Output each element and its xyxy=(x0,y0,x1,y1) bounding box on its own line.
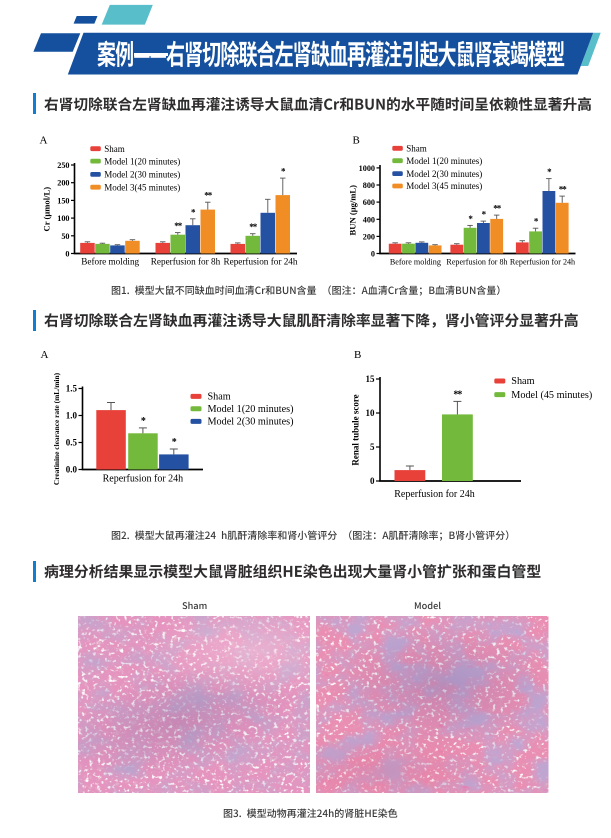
svg-text:Model 2(30 minutes): Model 2(30 minutes) xyxy=(104,170,180,180)
svg-text:*: * xyxy=(172,437,177,448)
svg-text:Before molding: Before molding xyxy=(390,258,441,267)
svg-text:**: ** xyxy=(559,185,568,195)
svg-text:*: * xyxy=(468,214,473,224)
svg-text:*: * xyxy=(281,167,286,177)
svg-text:*: * xyxy=(191,207,196,217)
svg-text:Model 3(45 minutes): Model 3(45 minutes) xyxy=(104,182,180,192)
svg-text:Model 2(30 minutes): Model 2(30 minutes) xyxy=(208,417,294,428)
svg-text:800: 800 xyxy=(363,181,375,190)
svg-text:600: 600 xyxy=(363,198,375,207)
svg-text:Cr (μmol/L): Cr (μmol/L) xyxy=(42,187,52,232)
svg-text:Reperfusion for 8h: Reperfusion for 8h xyxy=(446,258,507,267)
svg-text:Model 2(30 minutes): Model 2(30 minutes) xyxy=(406,169,482,179)
svg-text:Model 1(20 minutes): Model 1(20 minutes) xyxy=(104,156,180,166)
svg-text:200: 200 xyxy=(363,232,375,241)
svg-text:Creatinine clearance rate (mL/: Creatinine clearance rate (mL/min) xyxy=(52,372,61,485)
svg-text:B: B xyxy=(353,135,360,147)
svg-text:10: 10 xyxy=(366,408,376,418)
svg-text:0.0: 0.0 xyxy=(66,465,78,475)
svg-text:Sham: Sham xyxy=(406,144,427,154)
svg-text:Sham: Sham xyxy=(104,144,125,154)
svg-text:1.0: 1.0 xyxy=(66,411,78,421)
svg-text:Reperfusion for 24h: Reperfusion for 24h xyxy=(394,489,475,500)
svg-text:Reperfusion for 24h: Reperfusion for 24h xyxy=(224,257,298,267)
svg-text:Sham: Sham xyxy=(511,376,534,387)
svg-text:*: * xyxy=(141,416,146,427)
svg-text:Model (45 minutes): Model (45 minutes) xyxy=(511,390,592,401)
svg-text:**: ** xyxy=(174,221,183,231)
svg-text:**: ** xyxy=(249,222,258,232)
svg-text:1000: 1000 xyxy=(359,164,375,173)
svg-text:1.5: 1.5 xyxy=(66,384,78,394)
svg-text:0: 0 xyxy=(371,250,375,259)
svg-text:*: * xyxy=(482,210,487,220)
svg-text:250: 250 xyxy=(57,161,69,170)
svg-text:Renal tubule score: Renal tubule score xyxy=(351,394,361,465)
svg-text:150: 150 xyxy=(57,196,69,205)
svg-text:15: 15 xyxy=(366,374,376,384)
svg-text:200: 200 xyxy=(57,179,69,188)
svg-text:**: ** xyxy=(204,191,213,201)
svg-text:50: 50 xyxy=(61,232,69,241)
svg-text:400: 400 xyxy=(363,215,375,224)
svg-text:BUN (μg/mL): BUN (μg/mL) xyxy=(347,185,357,236)
svg-text:0.5: 0.5 xyxy=(66,438,78,448)
svg-text:Reperfusion for 24h: Reperfusion for 24h xyxy=(103,474,184,485)
svg-text:5: 5 xyxy=(370,442,375,452)
svg-text:*: * xyxy=(534,217,539,227)
svg-text:Reperfusion for 24h: Reperfusion for 24h xyxy=(510,258,575,267)
svg-text:Reperfusion for 8h: Reperfusion for 8h xyxy=(151,257,221,267)
svg-text:Model 1(20 minutes): Model 1(20 minutes) xyxy=(208,404,294,415)
svg-text:Before molding: Before molding xyxy=(81,257,139,267)
svg-text:B: B xyxy=(354,349,361,361)
svg-text:Model 3(45 minutes): Model 3(45 minutes) xyxy=(406,181,482,191)
svg-text:A: A xyxy=(40,135,48,147)
svg-text:A: A xyxy=(41,349,49,361)
svg-text:Sham: Sham xyxy=(208,392,231,403)
svg-text:**: ** xyxy=(493,204,502,214)
svg-text:0: 0 xyxy=(370,476,375,486)
svg-text:*: * xyxy=(547,167,552,177)
svg-text:100: 100 xyxy=(57,214,69,223)
svg-text:0: 0 xyxy=(65,250,69,259)
svg-text:Model 1(20 minutes): Model 1(20 minutes) xyxy=(406,156,482,166)
svg-text:**: ** xyxy=(453,389,462,400)
